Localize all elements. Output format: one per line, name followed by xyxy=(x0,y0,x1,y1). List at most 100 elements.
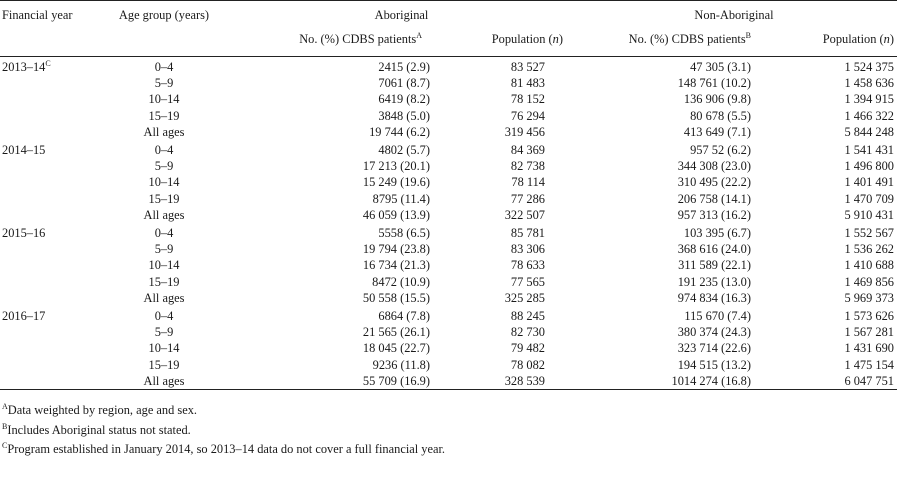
aboriginal-population-cell: 328 539 xyxy=(504,373,545,388)
table-row: 15–19 3848 (5.0) 76 294 80 678 (5.5) 1 466 3… xyxy=(0,108,897,124)
age-group-cell: 5–9 xyxy=(154,159,174,174)
aboriginal-population-cell: 77 565 xyxy=(510,274,545,289)
aboriginal-cdbs-cell: 17 213 (20.1) xyxy=(362,159,430,174)
non-aboriginal-population-cell: 1 394 915 xyxy=(844,92,894,107)
aboriginal-cdbs-cell: 55 709 (16.9) xyxy=(362,373,430,388)
table-row: 15–19 9236 (11.8) 78 082 194 515 (13.2) 1 47… xyxy=(0,357,897,373)
non-aboriginal-cdbs-cell: 310 495 (22.2) xyxy=(677,175,751,190)
aboriginal-population-cell: 76 294 xyxy=(510,108,545,123)
non-aboriginal-cdbs-cell: 194 515 (13.2) xyxy=(677,357,751,372)
non-aboriginal-cdbs-cell: 148 761 (10.2) xyxy=(677,76,751,91)
footnotes: AData weighted by region, age and sex. BI… xyxy=(0,401,897,460)
table-row: 2014–15 0–4 4802 (5.7) 84 369 957 52 (6.2) 1 … xyxy=(0,140,897,158)
non-aboriginal-population-cell: 5 969 373 xyxy=(844,290,894,305)
header-non-no-pct: No. (%) CDBS patientsB xyxy=(571,30,761,57)
footnote-mark-a: A xyxy=(416,30,422,40)
age-group-cell: 0–4 xyxy=(154,60,174,74)
financial-year-cell xyxy=(0,257,96,273)
non-aboriginal-cdbs-cell: 136 906 (9.8) xyxy=(683,92,751,107)
financial-year-cell: 2014–15 xyxy=(0,140,96,158)
non-aboriginal-cdbs-cell: 311 589 (22.1) xyxy=(678,258,751,273)
table-row: All ages 50 558 (15.5) 325 285 974 834 (16.… xyxy=(0,290,897,306)
aboriginal-population-cell: 88 245 xyxy=(510,309,545,324)
aboriginal-cdbs-cell: 2415 (2.9) xyxy=(378,60,430,74)
header-non-population: Population (n) xyxy=(761,32,897,57)
aboriginal-cdbs-cell: 6419 (8.2) xyxy=(378,92,430,107)
age-group-cell: All ages xyxy=(143,290,185,305)
non-aboriginal-cdbs-cell: 413 649 (7.1) xyxy=(683,124,751,139)
non-aboriginal-population-cell: 1 524 375 xyxy=(844,60,894,74)
aboriginal-population-cell: 78 633 xyxy=(510,258,545,273)
financial-year-label: 2013–14 xyxy=(2,60,46,74)
financial-year-cell: 2013–14C xyxy=(0,57,96,76)
financial-year-cell xyxy=(0,274,96,290)
header-ab-no-pct: No. (%) CDBS patientsA xyxy=(232,30,442,57)
financial-year-label: 2014–15 xyxy=(2,143,46,158)
age-group-cell: 5–9 xyxy=(154,325,174,340)
aboriginal-cdbs-cell: 19 794 (23.8) xyxy=(362,242,430,257)
aboriginal-cdbs-cell: 16 734 (21.3) xyxy=(362,258,430,273)
non-aboriginal-population-cell: 1 410 688 xyxy=(844,258,894,273)
non-aboriginal-population-cell: 1 573 626 xyxy=(844,309,894,324)
aboriginal-cdbs-cell: 6864 (7.8) xyxy=(378,309,430,324)
table-row: All ages 46 059 (13.9) 322 507 957 313 (16.… xyxy=(0,207,897,223)
age-group-cell: All ages xyxy=(143,124,185,139)
financial-year-cell xyxy=(0,191,96,207)
non-aboriginal-population-cell: 1 469 856 xyxy=(844,274,894,289)
non-aboriginal-cdbs-cell: 1014 274 (16.8) xyxy=(671,373,752,388)
aboriginal-population-cell: 83 527 xyxy=(510,60,545,74)
non-aboriginal-cdbs-cell: 191 235 (13.0) xyxy=(677,274,751,289)
non-aboriginal-population-cell: 1 466 322 xyxy=(844,108,894,123)
aboriginal-population-cell: 83 306 xyxy=(510,242,545,257)
table-row: 2013–14C 0–4 2415 (2.9) 83 527 47 305 (3.1) 1… xyxy=(0,57,897,76)
non-aboriginal-cdbs-cell: 80 678 (5.5) xyxy=(690,108,751,123)
age-group-cell: 10–14 xyxy=(148,341,180,356)
aboriginal-population-cell: 85 781 xyxy=(510,226,545,241)
header-ab-population: Population (n) xyxy=(442,32,571,57)
financial-year-cell xyxy=(0,373,96,390)
aboriginal-population-cell: 78 114 xyxy=(511,175,545,190)
header-non-aboriginal-label: Non-Aboriginal xyxy=(694,8,774,22)
population-prefix: Population ( xyxy=(491,32,553,46)
non-aboriginal-cdbs-cell: 380 374 (24.3) xyxy=(677,325,751,340)
footnote-mark-b: B xyxy=(745,30,751,40)
aboriginal-population-cell: 319 456 xyxy=(504,124,545,139)
age-group-cell: 10–14 xyxy=(148,258,180,273)
population-prefix: Population ( xyxy=(822,32,884,46)
financial-year-cell xyxy=(0,108,96,124)
age-group-cell: 10–14 xyxy=(148,175,180,190)
financial-year-cell xyxy=(0,158,96,174)
aboriginal-cdbs-cell: 18 045 (22.7) xyxy=(362,341,430,356)
aboriginal-cdbs-cell: 21 565 (26.1) xyxy=(362,325,430,340)
table-header: Financial year Age group (years) Aborigi… xyxy=(0,0,897,57)
age-group-cell: 15–19 xyxy=(148,108,180,123)
non-aboriginal-cdbs-cell: 206 758 (14.1) xyxy=(677,191,751,206)
non-aboriginal-cdbs-cell: 323 714 (22.6) xyxy=(677,341,751,356)
footnote-text: Program established in January 2014, so … xyxy=(7,442,446,457)
non-aboriginal-population-cell: 1 541 431 xyxy=(844,143,894,158)
header-aboriginal: Aboriginal xyxy=(232,1,571,33)
table-row: 5–9 17 213 (20.1) 82 738 344 308 (23.0) 1 49… xyxy=(0,158,897,174)
table-row: 10–14 15 249 (19.6) 78 114 310 495 (22.2) 1 … xyxy=(0,174,897,190)
aboriginal-population-cell: 78 082 xyxy=(510,357,545,372)
aboriginal-cdbs-cell: 9236 (11.8) xyxy=(372,357,430,372)
non-aboriginal-population-cell: 6 047 751 xyxy=(844,373,894,388)
header-ab-no-pct-label: No. (%) CDBS patients xyxy=(299,32,417,46)
non-aboriginal-population-cell: 1 401 491 xyxy=(844,175,894,190)
financial-year-cell xyxy=(0,340,96,356)
non-aboriginal-cdbs-cell: 103 395 (6.7) xyxy=(683,226,751,241)
header-financial-year: Financial year xyxy=(2,8,73,22)
non-aboriginal-population-cell: 5 910 431 xyxy=(844,207,894,222)
age-group-cell: 0–4 xyxy=(154,309,174,324)
aboriginal-population-cell: 82 730 xyxy=(510,325,545,340)
table-row: 10–14 6419 (8.2) 78 152 136 906 (9.8) 1 394 … xyxy=(0,91,897,107)
financial-year-label: 2016–17 xyxy=(2,309,46,324)
financial-year-cell xyxy=(0,124,96,140)
footnote-mark: B xyxy=(2,421,8,431)
aboriginal-population-cell: 79 482 xyxy=(510,341,545,356)
table-row: 5–9 21 565 (26.1) 82 730 380 374 (24.3) 1 56… xyxy=(0,324,897,340)
age-group-cell: All ages xyxy=(143,207,185,222)
header-age-group: Age group (years) xyxy=(118,8,210,22)
age-group-cell: 5–9 xyxy=(154,242,174,257)
aboriginal-cdbs-cell: 8472 (10.9) xyxy=(372,274,430,289)
